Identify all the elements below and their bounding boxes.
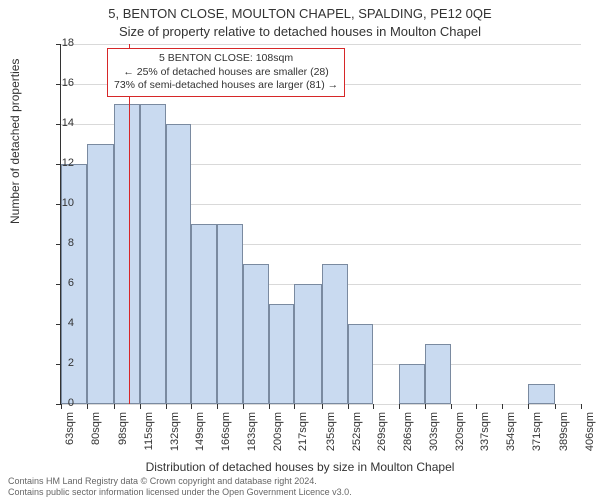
ytick-label: 2 (44, 357, 74, 369)
xtick-label: 269sqm (376, 412, 388, 460)
xtick-mark (322, 404, 323, 409)
xtick-mark (140, 404, 141, 409)
xtick-mark (87, 404, 88, 409)
xtick-mark (191, 404, 192, 409)
histogram-bar (191, 224, 217, 404)
annotation-line: 5 BENTON CLOSE: 108sqm (114, 52, 338, 66)
xtick-mark (114, 404, 115, 409)
xtick-label: 80sqm (90, 412, 102, 460)
xtick-label: 389sqm (558, 412, 570, 460)
xtick-label: 217sqm (297, 412, 309, 460)
xtick-label: 63sqm (64, 412, 76, 460)
histogram-bar (243, 264, 269, 404)
marker-line (129, 44, 130, 404)
xtick-mark (348, 404, 349, 409)
xtick-label: 303sqm (428, 412, 440, 460)
histogram-bar (140, 104, 166, 404)
plot-area (60, 44, 581, 405)
xtick-mark (528, 404, 529, 409)
xtick-label: 115sqm (143, 412, 155, 460)
annotation-line: 73% of semi-detached houses are larger (… (114, 79, 338, 93)
ytick-label: 0 (44, 397, 74, 409)
y-axis-label: Number of detached properties (8, 59, 22, 224)
grid-line (61, 44, 581, 45)
chart-title-line1: 5, BENTON CLOSE, MOULTON CHAPEL, SPALDIN… (0, 6, 600, 21)
histogram-bar (348, 324, 374, 404)
annotation-box: 5 BENTON CLOSE: 108sqm← 25% of detached … (107, 48, 345, 97)
xtick-mark (399, 404, 400, 409)
xtick-label: 371sqm (531, 412, 543, 460)
xtick-mark (243, 404, 244, 409)
xtick-label: 183sqm (246, 412, 258, 460)
xtick-mark (425, 404, 426, 409)
ytick-label: 6 (44, 277, 74, 289)
xtick-mark (294, 404, 295, 409)
histogram-bar (166, 124, 192, 404)
ytick-label: 14 (44, 117, 74, 129)
xtick-label: 200sqm (272, 412, 284, 460)
ytick-label: 8 (44, 237, 74, 249)
footer-line1: Contains HM Land Registry data © Crown c… (8, 476, 352, 487)
histogram-bar (269, 304, 295, 404)
xtick-mark (555, 404, 556, 409)
xtick-label: 149sqm (194, 412, 206, 460)
ytick-label: 12 (44, 157, 74, 169)
xtick-mark (502, 404, 503, 409)
xtick-mark (373, 404, 374, 409)
xtick-mark (581, 404, 582, 409)
ytick-label: 4 (44, 317, 74, 329)
xtick-label: 337sqm (479, 412, 491, 460)
ytick-label: 16 (44, 77, 74, 89)
xtick-mark (269, 404, 270, 409)
xtick-label: 406sqm (584, 412, 596, 460)
histogram-bar (114, 104, 140, 404)
xtick-label: 98sqm (117, 412, 129, 460)
annotation-line: ← 25% of detached houses are smaller (28… (114, 66, 338, 80)
xtick-label: 354sqm (505, 412, 517, 460)
xtick-label: 252sqm (351, 412, 363, 460)
x-axis-label: Distribution of detached houses by size … (0, 460, 600, 474)
histogram-bar (322, 264, 348, 404)
xtick-label: 132sqm (169, 412, 181, 460)
histogram-bar (294, 284, 321, 404)
xtick-mark (451, 404, 452, 409)
xtick-label: 166sqm (220, 412, 232, 460)
xtick-mark (476, 404, 477, 409)
xtick-label: 235sqm (325, 412, 337, 460)
chart-container: 5, BENTON CLOSE, MOULTON CHAPEL, SPALDIN… (0, 0, 600, 500)
footer-line2: Contains public sector information licen… (8, 487, 352, 498)
footer-attribution: Contains HM Land Registry data © Crown c… (8, 476, 352, 498)
histogram-bar (217, 224, 243, 404)
histogram-bar (425, 344, 451, 404)
ytick-label: 18 (44, 37, 74, 49)
xtick-mark (217, 404, 218, 409)
histogram-bar (399, 364, 425, 404)
chart-title-line2: Size of property relative to detached ho… (0, 24, 600, 39)
histogram-bar (528, 384, 555, 404)
xtick-label: 286sqm (402, 412, 414, 460)
ytick-label: 10 (44, 197, 74, 209)
xtick-mark (166, 404, 167, 409)
xtick-label: 320sqm (454, 412, 466, 460)
histogram-bar (87, 144, 114, 404)
